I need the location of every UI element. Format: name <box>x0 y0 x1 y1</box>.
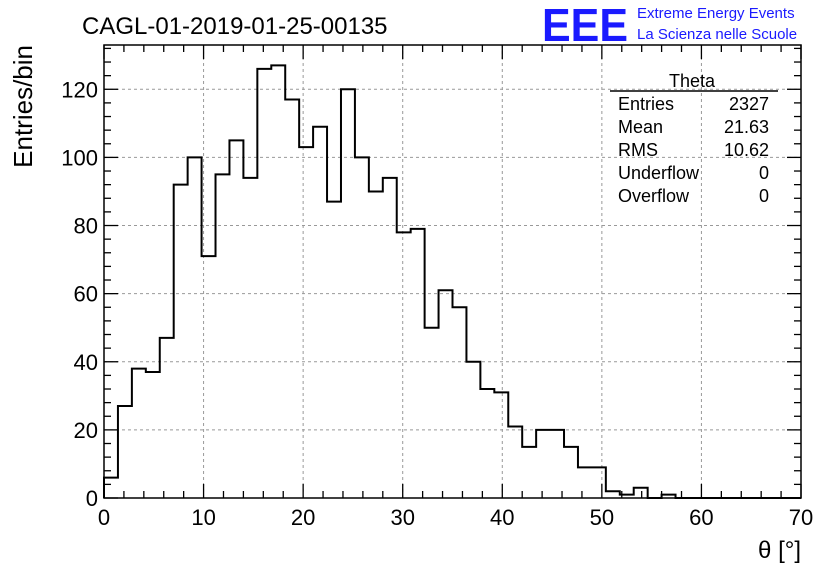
x-tick-label: 20 <box>291 505 315 530</box>
stats-value: 0 <box>759 163 769 183</box>
histogram-line <box>103 64 801 499</box>
y-tick-label: 100 <box>61 145 98 170</box>
stats-title: Theta <box>669 71 716 91</box>
logo-line2: La Scienza nelle Scuole <box>637 26 797 43</box>
x-tick-label: 70 <box>789 505 813 530</box>
x-tick-label: 0 <box>98 505 110 530</box>
stats-label: Mean <box>618 117 663 137</box>
stats-label: Underflow <box>618 163 700 183</box>
y-tick-label: 60 <box>74 282 98 307</box>
y-tick-label: 0 <box>86 486 98 511</box>
y-tick-label: 80 <box>74 214 98 239</box>
stats-label: Overflow <box>618 186 690 206</box>
stats-label: RMS <box>618 140 658 160</box>
stats-value: 10.62 <box>724 140 769 160</box>
x-axis-label: θ [°] <box>758 537 801 564</box>
y-tick-label: 120 <box>61 77 98 102</box>
stats-value: 21.63 <box>724 117 769 137</box>
histogram-series <box>103 64 801 499</box>
stats-rows: Entries 2327 Mean 21.63 RMS 10.62 Underflow 0 Ov… <box>618 94 769 206</box>
logo-line1: Extreme Energy Events <box>637 5 795 22</box>
y-tick-label: 20 <box>74 418 98 443</box>
x-tick-label: 40 <box>490 505 514 530</box>
axis-ticks <box>103 45 802 499</box>
eee-logo: EEE Extreme Energy Events La Scienza nel… <box>542 0 797 51</box>
stats-label: Entries <box>618 94 674 114</box>
x-tick-label: 50 <box>590 505 614 530</box>
logo-mark: EEE <box>542 0 628 51</box>
tick-labels: 0 10 20 30 40 50 60 70 0 20 40 60 80 100 120 <box>61 77 813 530</box>
x-tick-label: 60 <box>689 505 713 530</box>
y-axis-label: Entries/bin <box>8 45 38 168</box>
stats-value: 2327 <box>729 94 769 114</box>
y-tick-label: 40 <box>74 350 98 375</box>
stats-box: Theta Entries 2327 Mean 21.63 RMS 10.62 Underf… <box>610 71 778 206</box>
chart-title: CAGL-01-2019-01-25-00135 <box>82 13 388 40</box>
x-tick-label: 30 <box>390 505 414 530</box>
plot-frame <box>103 44 802 499</box>
stats-value: 0 <box>759 186 769 206</box>
grid <box>104 45 801 498</box>
x-tick-label: 10 <box>191 505 215 530</box>
